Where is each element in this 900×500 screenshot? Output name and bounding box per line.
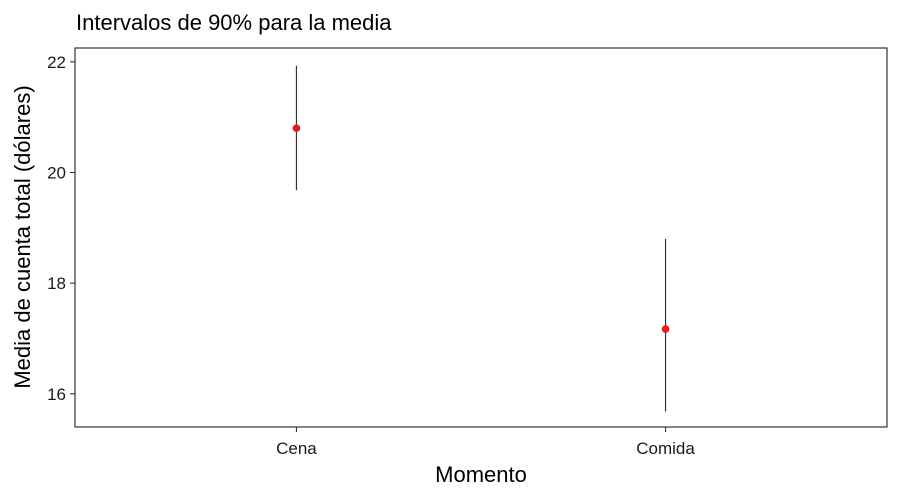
x-axis: Cena Comida — [276, 427, 695, 458]
mean-point — [292, 124, 301, 133]
y-tick-label: 20 — [47, 163, 66, 182]
y-tick-label: 22 — [47, 53, 66, 72]
y-axis-title: Media de cuenta total (dólares) — [10, 85, 35, 388]
mean-point — [661, 325, 670, 333]
chart-title: Intervalos de 90% para la media — [76, 10, 392, 35]
data-marks — [292, 65, 670, 412]
y-tick-label: 16 — [47, 385, 66, 404]
x-tick-label: Cena — [276, 439, 317, 458]
y-tick-label: 18 — [47, 274, 66, 293]
x-tick-label: Comida — [636, 439, 695, 458]
y-axis: 16 18 20 22 — [47, 53, 75, 404]
x-axis-title: Momento — [435, 462, 527, 487]
plot-panel — [74, 47, 888, 428]
